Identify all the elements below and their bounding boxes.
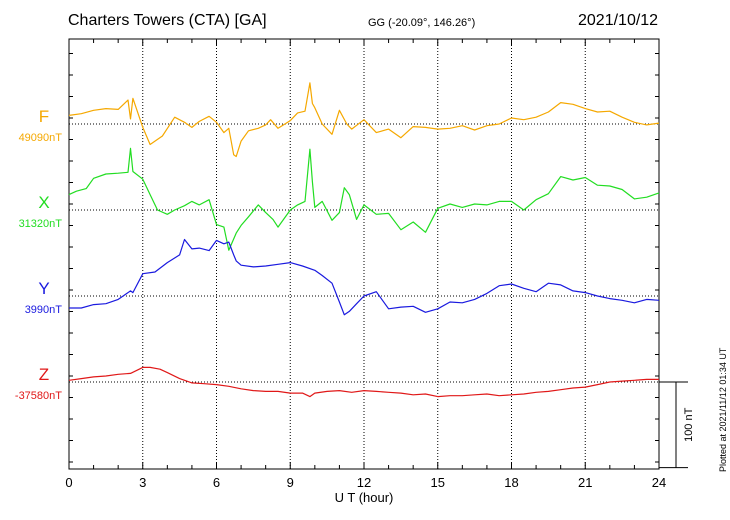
x-tick-label: 12 [357,475,371,490]
x-tick-label: 18 [504,475,518,490]
series-line-f [68,82,660,158]
series-baseline-f: 49090nT [19,132,63,144]
series-label-x: X [38,193,49,212]
x-axis-label: U T (hour) [335,490,394,505]
chart-date: 2021/10/12 [578,12,659,29]
x-tick-label: 24 [652,475,666,490]
chart-title: Charters Towers (CTA) [GA] [68,12,267,29]
series-line-y [69,238,660,316]
series-label-z: Z [39,365,49,384]
series-line-z [68,366,659,398]
plotted-timestamp: Plotted at 2021/11/12 01:34 UT [718,347,728,472]
x-tick-label: 15 [431,475,445,490]
series-label-y: Y [38,279,49,298]
x-tick-label: 3 [139,475,146,490]
series-baseline-y: 3990nT [25,304,63,316]
scale-bar-label: 100 nT [683,407,695,442]
series-line-x [68,147,660,251]
station-coordinates: GG (-20.09°, 146.26°) [368,17,476,29]
x-tick-label: 21 [578,475,592,490]
x-tick-label: 0 [65,475,72,490]
series-baseline-x: 31320nT [19,218,63,230]
x-tick-label: 6 [213,475,220,490]
series-baseline-z: -37580nT [15,390,62,402]
x-tick-label: 9 [287,475,294,490]
series-label-f: F [39,107,49,126]
